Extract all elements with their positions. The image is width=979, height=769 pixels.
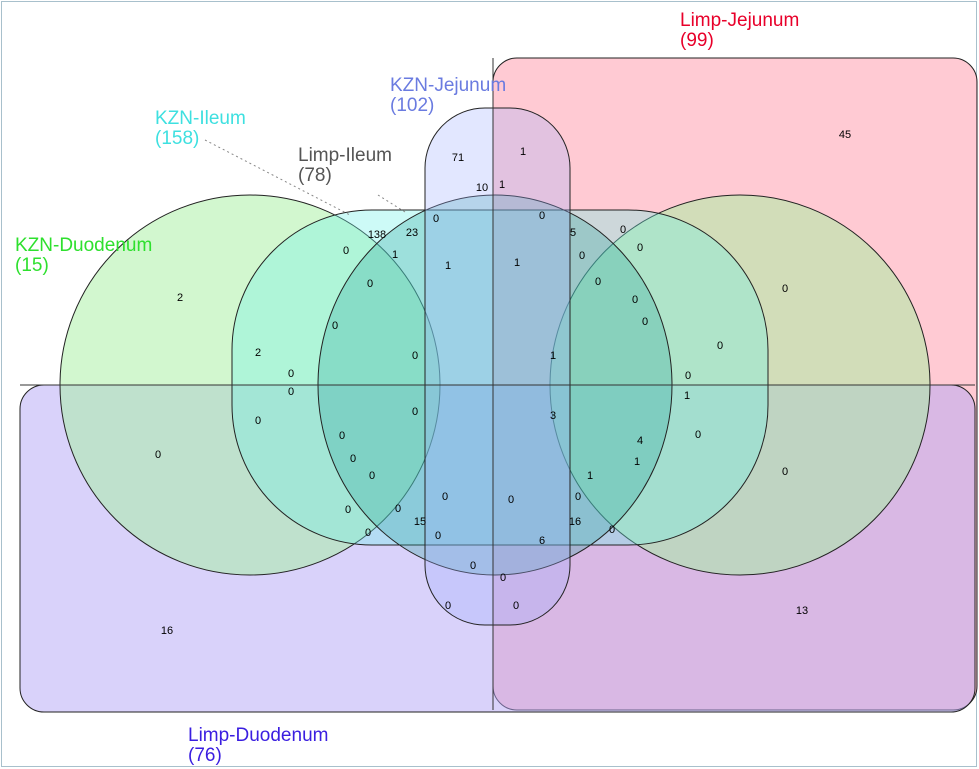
leader-line	[204, 139, 351, 216]
set-name: Limp-Ileum	[298, 145, 392, 166]
region-count: 0	[339, 430, 345, 442]
region-count: 1	[684, 390, 690, 402]
region-count: 71	[452, 152, 464, 164]
region-count: 0	[412, 406, 418, 418]
region-count: 138	[368, 229, 386, 241]
set-count: (78)	[298, 165, 332, 186]
region-count: 0	[575, 491, 581, 503]
region-count: 1	[634, 456, 640, 468]
region-count: 0	[782, 466, 788, 478]
set-name: Limp-Jejunum	[680, 10, 799, 31]
region-count: 1	[587, 470, 593, 482]
region-count: 0	[470, 560, 476, 572]
region-count: 0	[288, 368, 294, 380]
region-count: 23	[406, 227, 418, 239]
region-count: 0	[620, 224, 626, 236]
region-count: 0	[632, 294, 638, 306]
region-count: 2	[255, 347, 261, 359]
kzn-ileum-shape	[231, 209, 769, 546]
region-count: 0	[508, 494, 514, 506]
set-labels: Limp-Jejunum(99) KZN-Jejunum(102) KZN-Ileu…	[15, 10, 799, 766]
region-count: 0	[513, 600, 519, 612]
region-count: 0	[395, 503, 401, 515]
region-count: 0	[435, 530, 441, 542]
region-count: 1	[520, 146, 526, 158]
region-count: 2	[177, 292, 183, 304]
region-count: 0	[412, 350, 418, 362]
region-count: 0	[695, 429, 701, 441]
set-name: KZN-Duodenum	[15, 235, 152, 256]
region-count: 45	[839, 129, 851, 141]
leader-line	[377, 194, 406, 213]
region-count: 0	[717, 340, 723, 352]
region-count: 15	[414, 516, 426, 528]
region-count: 0	[369, 470, 375, 482]
region-count: 0	[255, 415, 261, 427]
region-count: 0	[782, 283, 788, 295]
region-count: 0	[595, 276, 601, 288]
region-count: 0	[445, 600, 451, 612]
region-count: 3	[550, 410, 556, 422]
kzn-jejunum-shape	[424, 107, 571, 626]
region-count: 0	[343, 245, 349, 257]
set-name: KZN-Ileum	[155, 108, 246, 129]
region-count: 0	[350, 453, 356, 465]
region-count: 0	[345, 504, 351, 516]
set-count: (15)	[15, 255, 49, 276]
region-count: 1	[550, 350, 556, 362]
region-count: 0	[365, 527, 371, 539]
region-count: 1	[514, 257, 520, 269]
region-count: 16	[161, 625, 173, 637]
region-count: 0	[155, 449, 161, 461]
region-count: 0	[332, 320, 338, 332]
region-count: 1	[445, 260, 451, 272]
region-count: 0	[442, 491, 448, 503]
set-count: (158)	[155, 128, 199, 149]
region-count: 0	[500, 572, 506, 584]
region-count: 0	[579, 250, 585, 262]
region-count: 0	[433, 213, 439, 225]
region-count: 0	[637, 242, 643, 254]
region-count: 0	[288, 386, 294, 398]
set-count: (102)	[390, 95, 434, 116]
region-count: 0	[642, 316, 648, 328]
region-count: 1	[392, 249, 398, 261]
region-count: 0	[685, 370, 691, 382]
region-count: 10	[476, 182, 488, 194]
region-count: 6	[539, 535, 545, 547]
region-count: 4	[637, 435, 643, 447]
region-count: 0	[609, 524, 615, 536]
region-count: 13	[796, 605, 808, 617]
region-count: 0	[539, 210, 545, 222]
set-name: Limp-Duodenum	[188, 725, 328, 746]
set-count: (76)	[188, 745, 222, 766]
region-count: 0	[367, 278, 373, 290]
region-count: 16	[569, 516, 581, 528]
region-count: 1	[499, 179, 505, 191]
set-name: KZN-Jejunum	[390, 75, 506, 96]
set-count: (99)	[680, 30, 714, 51]
region-count: 5	[570, 227, 576, 239]
